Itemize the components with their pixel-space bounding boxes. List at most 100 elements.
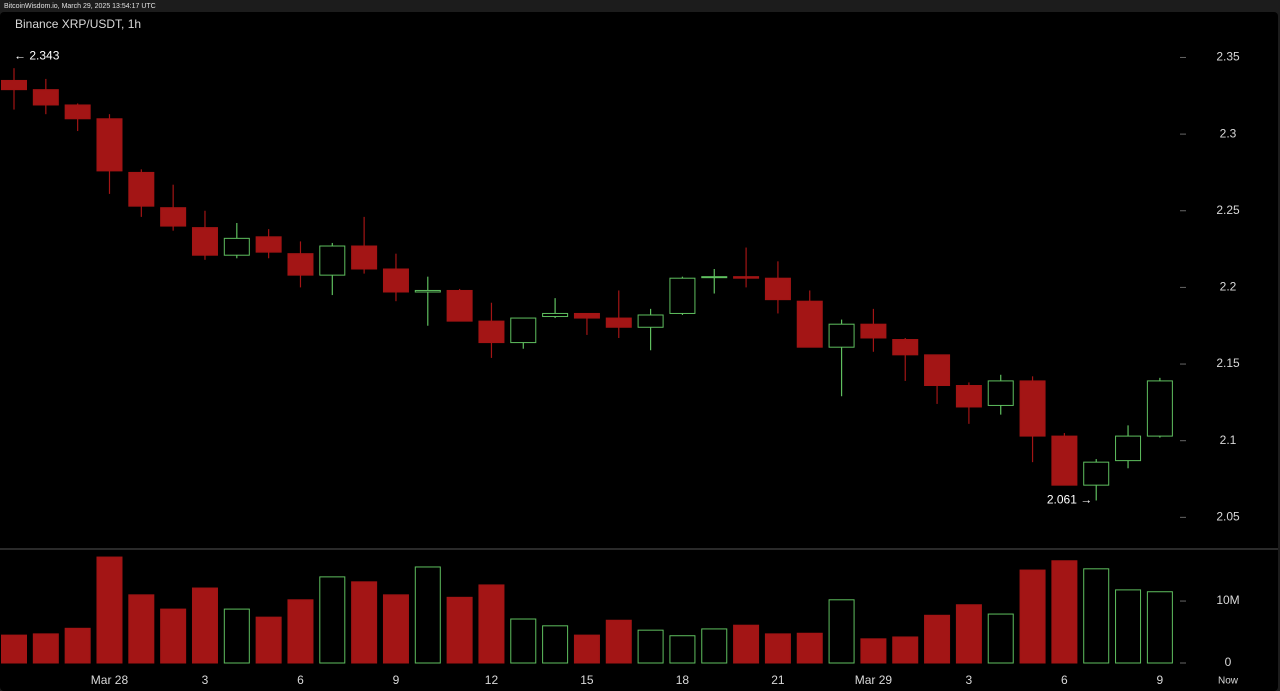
- candle-body: [287, 253, 314, 276]
- volume-bar: [351, 581, 378, 664]
- candle-body: [669, 277, 696, 314]
- y-tick-label: 2.25: [1216, 203, 1240, 217]
- x-tick-label: 6: [1061, 673, 1068, 687]
- volume-bar: [892, 636, 919, 664]
- x-tick-label: 6: [297, 673, 304, 687]
- volume-bar: [542, 625, 569, 664]
- plot-background: [0, 12, 1278, 691]
- candle-body: [382, 268, 409, 293]
- candle-body: [351, 245, 378, 270]
- volume-bar: [1019, 569, 1046, 664]
- candle-body: [860, 323, 887, 339]
- volume-bar: [32, 633, 59, 664]
- volume-bar: [1083, 568, 1110, 664]
- volume-bar: [1146, 591, 1173, 664]
- volume-bar: [764, 633, 791, 664]
- candle-body: [733, 276, 760, 279]
- volume-bar: [701, 628, 728, 664]
- volume-bar: [382, 594, 409, 664]
- price-annotation: 2.061 →: [1047, 493, 1092, 507]
- candle-body: [446, 289, 473, 322]
- candle-body: [828, 323, 855, 348]
- y-tick-label: 2.35: [1216, 50, 1240, 64]
- candle-body: [128, 171, 155, 207]
- x-tick-label: 12: [485, 673, 499, 687]
- candle-body: [892, 339, 919, 356]
- volume-bar: [637, 629, 664, 664]
- candle-body: [1083, 461, 1110, 486]
- candle-body: [637, 314, 664, 328]
- now-label: Now: [1218, 676, 1239, 687]
- x-tick-label: Mar 28: [91, 673, 129, 687]
- y-tick-label: 2.3: [1220, 126, 1237, 140]
- candle-body: [191, 227, 218, 256]
- volume-bar: [446, 596, 473, 664]
- volume-bar: [987, 613, 1014, 664]
- volume-bar: [796, 632, 823, 664]
- candle-body: [255, 236, 282, 253]
- volume-bar: [287, 599, 314, 664]
- volume-bar: [733, 624, 760, 664]
- volume-bar: [1051, 560, 1078, 664]
- chart-title: Binance XRP/USDT, 1h: [15, 17, 141, 31]
- x-tick-label: 3: [966, 673, 973, 687]
- candle-body: [160, 207, 187, 227]
- x-tick-label: 18: [676, 673, 690, 687]
- price-annotation: ← 2.343: [14, 48, 60, 62]
- candle-body: [1019, 380, 1046, 437]
- y-tick-label: 2.1: [1220, 433, 1237, 447]
- volume-tick-label: 0: [1225, 655, 1232, 669]
- candle-body: [32, 89, 59, 106]
- candle-body: [1, 79, 27, 91]
- volume-bar: [128, 594, 155, 664]
- volume-bar: [669, 635, 696, 664]
- x-tick-label: 21: [771, 673, 785, 687]
- volume-bar: [1, 634, 27, 664]
- candle-body: [414, 289, 441, 293]
- x-tick-label: 15: [580, 673, 594, 687]
- header: BitcoinWisdom.io, March 29, 2025 13:54:1…: [4, 3, 156, 10]
- volume-bar: [64, 627, 91, 664]
- volume-bar: [96, 556, 123, 664]
- candle-body: [987, 380, 1014, 406]
- volume-bar: [828, 599, 855, 664]
- volume-bar: [223, 608, 250, 664]
- candle-body: [478, 320, 505, 344]
- candle-body: [573, 312, 600, 319]
- volume-bar: [510, 618, 537, 664]
- candle-body: [1115, 435, 1142, 462]
- x-tick-label: Mar 29: [855, 673, 893, 687]
- candle-body: [64, 104, 91, 120]
- candle-body: [605, 317, 632, 328]
- candle-body: [319, 245, 346, 276]
- y-tick-label: 2.15: [1216, 356, 1240, 370]
- volume-bar: [955, 604, 982, 664]
- volume-bar: [605, 619, 632, 664]
- candle-body: [223, 237, 250, 256]
- y-tick-label: 2.05: [1216, 510, 1240, 524]
- x-tick-label: 3: [202, 673, 209, 687]
- volume-bar: [1115, 589, 1142, 664]
- candle-body: [796, 300, 823, 348]
- candle-body: [955, 385, 982, 408]
- volume-bar: [319, 576, 346, 664]
- volume-bar: [478, 584, 505, 664]
- candle-body: [1051, 435, 1078, 486]
- volume-bar: [860, 638, 887, 664]
- candle-body: [924, 354, 951, 387]
- candle-body: [96, 118, 123, 172]
- volume-bar: [924, 614, 951, 664]
- volume-bar: [191, 587, 218, 664]
- volume-bar: [414, 566, 441, 664]
- candle-body: [510, 317, 537, 344]
- volume-bar: [160, 608, 187, 664]
- candle-body: [1146, 380, 1173, 437]
- x-tick-label: 9: [393, 673, 400, 687]
- volume-tick-label: 10M: [1216, 593, 1239, 607]
- candle-body: [701, 276, 728, 279]
- y-tick-label: 2.2: [1220, 280, 1237, 294]
- volume-bar: [573, 634, 600, 664]
- volume-bar: [255, 616, 282, 664]
